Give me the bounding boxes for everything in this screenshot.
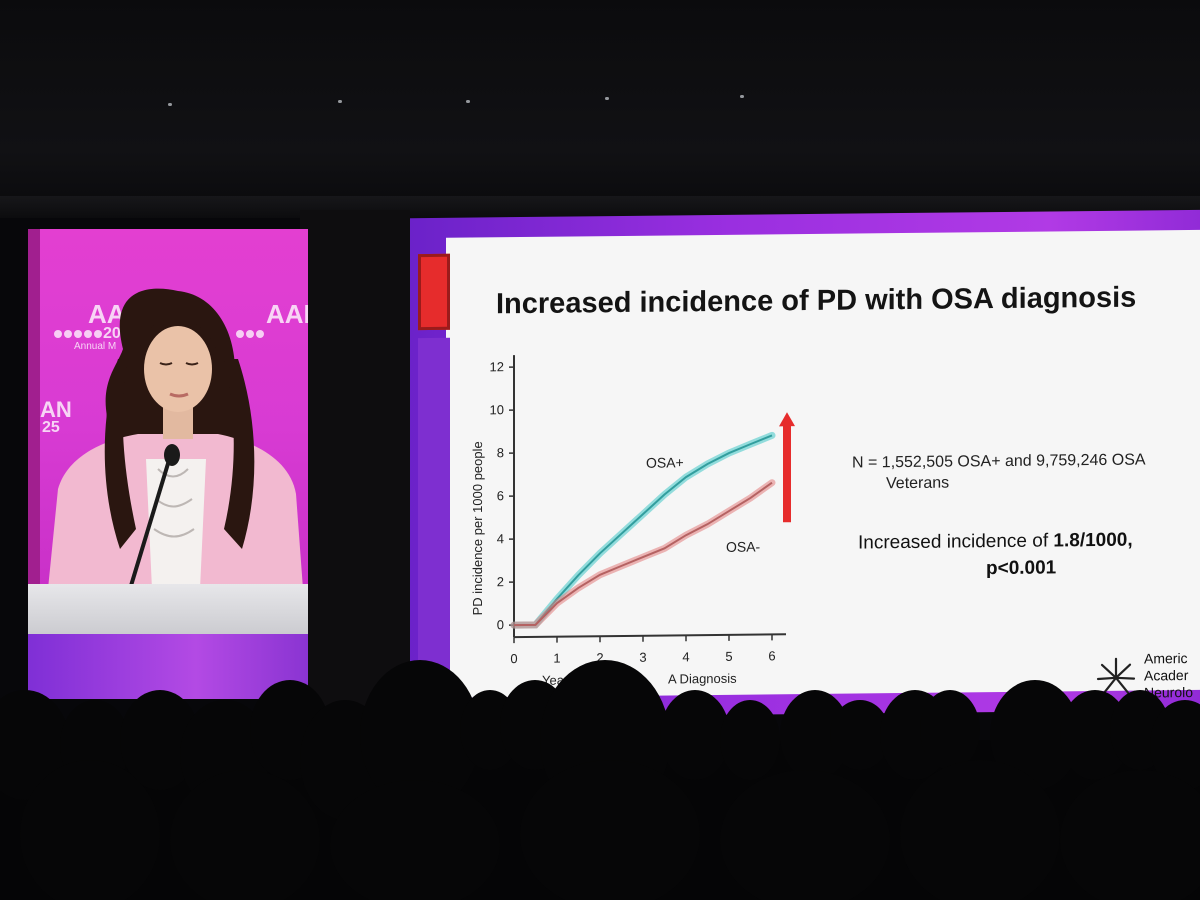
x-tick-label: 6 <box>768 648 775 663</box>
x-axis-label-right: A Diagnosis <box>668 671 737 687</box>
slide-title: Increased incidence of PD with OSA diagn… <box>496 281 1137 321</box>
series-osa-minus-line <box>514 481 773 627</box>
audience-head <box>520 760 700 900</box>
audience-head <box>1060 770 1200 900</box>
x-tick-label: 4 <box>682 649 689 664</box>
aan-starburst-icon <box>1096 657 1136 695</box>
aan-logo-line: Americ <box>1144 650 1188 667</box>
podium-base <box>28 634 308 699</box>
audience-head <box>900 760 1060 900</box>
series-osa-plus-line <box>514 434 773 627</box>
incidence-value: 1.8/1000, <box>1053 529 1133 552</box>
audience-head <box>170 770 320 900</box>
audience-head <box>660 690 730 780</box>
speaker-video-screen: AAN AAN Annual M 20 AN 25 <box>28 229 308 699</box>
side-logo-text: AN <box>40 397 72 422</box>
audience-head <box>330 780 500 900</box>
y-tick-label: 12 <box>490 359 504 374</box>
x-tick-label: 5 <box>725 649 732 664</box>
x-tick-label: 0 <box>510 651 517 666</box>
ceiling-light <box>740 95 744 98</box>
y-tick-label: 0 <box>497 617 504 632</box>
ceiling-light <box>168 103 172 106</box>
audience-head <box>720 700 780 780</box>
aan-logo-year: 20 <box>103 325 121 342</box>
ceiling <box>0 0 1200 215</box>
y-tick-label: 4 <box>497 531 504 546</box>
y-axis-label: PD incidence per 1000 people <box>470 441 485 615</box>
y-tick-label: 2 <box>497 574 504 589</box>
p-value: p<0.001 <box>986 557 1057 580</box>
x-tick-label: 3 <box>639 650 646 665</box>
y-tick-label: 10 <box>490 402 504 417</box>
increase-arrow-icon <box>779 412 795 523</box>
x-tick-label: 1 <box>553 651 560 666</box>
series-label-osa-plus: OSA+ <box>646 454 684 470</box>
y-tick-label: 8 <box>497 445 504 460</box>
series-label-osa-minus: OSA- <box>726 539 761 555</box>
audience-head <box>920 690 980 770</box>
incidence-statement: Increased incidence of 1.8/1000, <box>858 525 1200 557</box>
stage-pillar <box>300 210 410 710</box>
aan-logo-sub: Annual M <box>74 341 117 352</box>
series-osa-plus-band <box>510 431 776 629</box>
aan-logo-text-right: AAN <box>266 299 308 329</box>
speaker-figure <box>48 288 303 589</box>
slide-accent-red <box>418 253 450 331</box>
audience-head <box>20 760 160 900</box>
side-logo-year: 25 <box>42 419 60 436</box>
x-axis <box>514 633 786 639</box>
y-tick-label: 6 <box>497 488 504 503</box>
x-tick-label: 2 <box>596 650 603 665</box>
incidence-prefix: Increased incidence of <box>858 530 1054 554</box>
ceiling-light <box>466 100 470 103</box>
sample-size-text-2: Veterans <box>886 474 950 493</box>
ceiling-light <box>605 97 609 100</box>
presentation-screen: Increased incidence of PD with OSA diagn… <box>410 209 1200 719</box>
ceiling-light <box>338 100 342 103</box>
aan-logo-line: Acader <box>1144 667 1189 684</box>
screen-edge <box>28 229 40 699</box>
sample-size-text: N = 1,552,505 OSA+ and 9,759,246 OSA <box>852 451 1146 472</box>
podium <box>28 584 308 639</box>
audience-head <box>720 770 890 900</box>
slide: Increased incidence of PD with OSA diagn… <box>418 229 1200 701</box>
